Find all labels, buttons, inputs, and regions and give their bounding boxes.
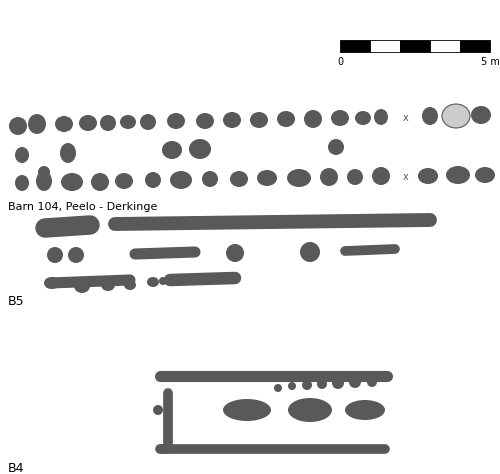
Ellipse shape xyxy=(47,247,63,263)
Ellipse shape xyxy=(159,277,167,285)
Ellipse shape xyxy=(189,139,211,159)
Ellipse shape xyxy=(257,170,277,186)
Ellipse shape xyxy=(79,115,97,131)
Ellipse shape xyxy=(471,106,491,124)
Ellipse shape xyxy=(345,400,385,420)
Ellipse shape xyxy=(28,114,46,134)
Ellipse shape xyxy=(328,139,344,155)
Ellipse shape xyxy=(74,279,90,293)
Ellipse shape xyxy=(349,376,361,388)
Ellipse shape xyxy=(347,169,363,185)
Ellipse shape xyxy=(223,399,271,421)
Ellipse shape xyxy=(9,117,27,135)
Ellipse shape xyxy=(302,380,312,390)
Bar xyxy=(370,40,400,52)
Bar xyxy=(460,40,490,52)
Ellipse shape xyxy=(124,280,136,290)
Text: x: x xyxy=(403,172,409,182)
Bar xyxy=(340,40,370,52)
Ellipse shape xyxy=(15,147,29,163)
Ellipse shape xyxy=(320,168,338,186)
Ellipse shape xyxy=(61,173,83,191)
Ellipse shape xyxy=(418,168,438,184)
Text: x: x xyxy=(403,113,409,123)
Ellipse shape xyxy=(304,110,322,128)
Ellipse shape xyxy=(44,277,60,289)
Ellipse shape xyxy=(475,167,495,183)
Ellipse shape xyxy=(167,113,185,129)
Ellipse shape xyxy=(374,109,388,125)
Ellipse shape xyxy=(287,169,311,187)
Ellipse shape xyxy=(372,167,390,185)
Ellipse shape xyxy=(120,115,136,129)
Ellipse shape xyxy=(442,104,470,128)
Text: Barn 104, Peelo - Derkinge: Barn 104, Peelo - Derkinge xyxy=(8,202,158,212)
Ellipse shape xyxy=(91,173,109,191)
Bar xyxy=(430,40,460,52)
Ellipse shape xyxy=(288,398,332,422)
Ellipse shape xyxy=(145,172,161,188)
Ellipse shape xyxy=(331,110,349,126)
Ellipse shape xyxy=(15,175,29,191)
Ellipse shape xyxy=(223,112,241,128)
Text: 0: 0 xyxy=(337,57,343,67)
Ellipse shape xyxy=(236,445,244,453)
Ellipse shape xyxy=(147,277,159,287)
Ellipse shape xyxy=(153,405,163,415)
Ellipse shape xyxy=(226,244,244,262)
Ellipse shape xyxy=(170,171,192,189)
Ellipse shape xyxy=(230,171,248,187)
Ellipse shape xyxy=(422,107,438,125)
Ellipse shape xyxy=(202,171,218,187)
Ellipse shape xyxy=(288,382,296,390)
Ellipse shape xyxy=(140,114,156,130)
Ellipse shape xyxy=(250,112,268,128)
Text: B4: B4 xyxy=(8,462,24,474)
Ellipse shape xyxy=(100,115,116,131)
Ellipse shape xyxy=(162,141,182,159)
Ellipse shape xyxy=(446,166,470,184)
Ellipse shape xyxy=(277,111,295,127)
Bar xyxy=(400,40,430,52)
Ellipse shape xyxy=(55,116,73,132)
Ellipse shape xyxy=(274,384,282,392)
Ellipse shape xyxy=(101,279,115,291)
Text: B5: B5 xyxy=(8,295,24,308)
Ellipse shape xyxy=(157,444,167,454)
Ellipse shape xyxy=(317,379,327,389)
Ellipse shape xyxy=(196,113,214,129)
Ellipse shape xyxy=(38,166,50,178)
Ellipse shape xyxy=(115,173,133,189)
Ellipse shape xyxy=(60,143,76,163)
Ellipse shape xyxy=(68,247,84,263)
Ellipse shape xyxy=(332,377,344,389)
Ellipse shape xyxy=(367,377,377,387)
Ellipse shape xyxy=(355,111,371,125)
Text: 5 m: 5 m xyxy=(480,57,500,67)
Ellipse shape xyxy=(300,242,320,262)
Ellipse shape xyxy=(36,171,52,191)
